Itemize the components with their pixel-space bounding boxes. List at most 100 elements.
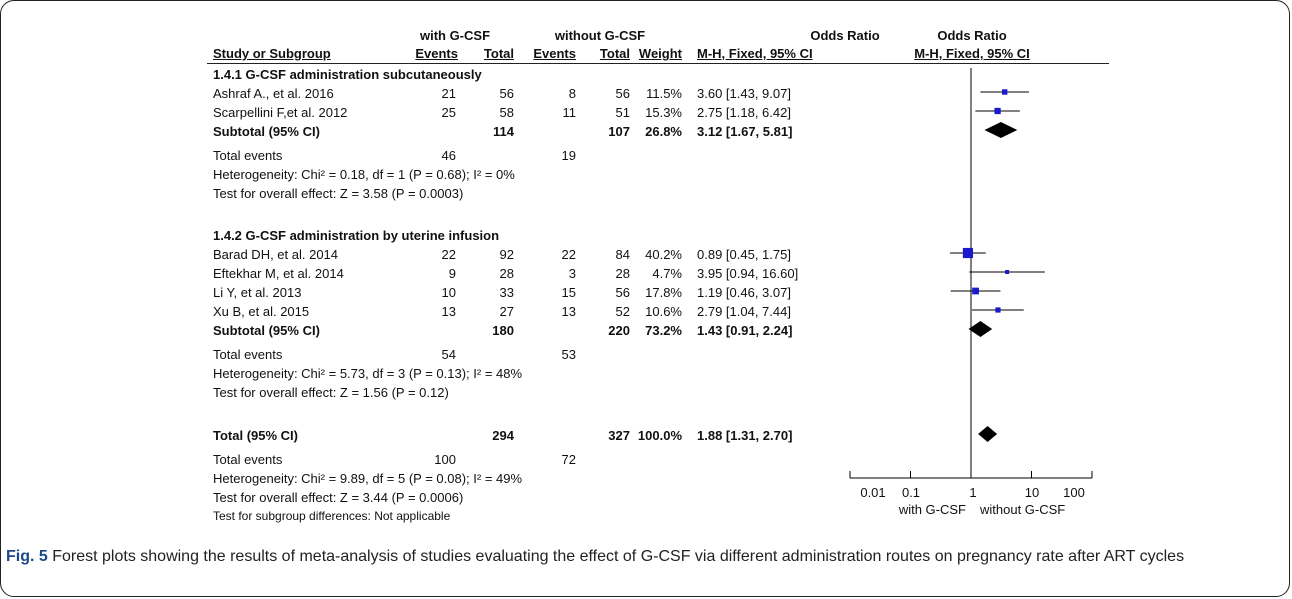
study-total1: 58 — [499, 105, 514, 120]
col-method-text-header: M-H, Fixed, 95% CI — [697, 46, 813, 61]
study-ci: 3.95 [0.94, 16.60] — [697, 266, 799, 281]
study-weight: 10.6% — [645, 304, 682, 319]
x-tick-label: 1 — [969, 485, 977, 500]
study-total2: 56 — [615, 86, 630, 101]
study-weight: 17.8% — [645, 285, 682, 300]
study-weight: 40.2% — [645, 247, 682, 262]
col-total2-header: Total — [599, 46, 630, 61]
study-name: Barad DH, et al. 2014 — [213, 247, 339, 262]
study-ci: 2.75 [1.18, 6.42] — [697, 105, 791, 120]
total-events1: 100 — [434, 452, 456, 467]
total-total1: 294 — [492, 428, 514, 443]
study-weight: 4.7% — [652, 266, 682, 281]
x-label-left: with G-CSF — [898, 502, 966, 517]
study-total2: 52 — [615, 304, 630, 319]
total-total2: 327 — [608, 428, 630, 443]
study-events1: 22 — [441, 247, 456, 262]
overall-effect-text: Test for overall effect: Z = 1.56 (P = 0… — [213, 385, 449, 400]
subtotal-total2: 107 — [608, 124, 630, 139]
study-events2: 13 — [561, 304, 576, 319]
caption-text: Forest plots showing the results of meta… — [52, 548, 1185, 565]
study-ci: 3.60 [1.43, 9.07] — [697, 86, 791, 101]
col-method-plot-header: M-H, Fixed, 95% CI — [914, 46, 1030, 61]
study-marker — [1001, 89, 1008, 95]
overall-effect-text: Test for overall effect: Z = 3.58 (P = 0… — [213, 186, 464, 201]
study-marker — [995, 307, 1001, 313]
study-marker — [972, 287, 979, 295]
study-events2: 8 — [568, 86, 576, 101]
study-marker — [1005, 270, 1010, 274]
study-events1: 9 — [448, 266, 456, 281]
subtotal-weight: 26.8% — [645, 124, 682, 139]
study-ci: 0.89 [0.45, 1.75] — [697, 247, 791, 262]
subtotal-weight: 73.2% — [645, 323, 682, 338]
figure-caption: Fig. 5 Forest plots showing the results … — [6, 544, 1281, 569]
subtotal-total2: 220 — [608, 323, 630, 338]
subtotal-total1: 114 — [493, 124, 514, 139]
col-total1-header: Total — [483, 46, 514, 61]
study-total2: 56 — [615, 285, 630, 300]
study-ci: 1.19 [0.46, 3.07] — [697, 285, 791, 300]
heterogeneity-text: Heterogeneity: Chi² = 9.89, df = 5 (P = … — [213, 471, 523, 486]
study-events1: 13 — [441, 304, 456, 319]
study-name: Li Y, et al. 2013 — [213, 285, 302, 300]
total-events2: 53 — [561, 347, 576, 362]
subtotal-diamond — [984, 122, 1018, 138]
study-marker — [994, 107, 1001, 115]
study-events2: 3 — [568, 266, 576, 281]
total-ci: 1.88 [1.31, 2.70] — [697, 428, 793, 443]
study-total2: 84 — [615, 247, 630, 262]
study-name: Scarpellini F,et al. 2012 — [213, 105, 348, 120]
study-weight: 11.5% — [646, 86, 682, 101]
total-events-label: Total events — [213, 452, 283, 467]
col-weight-header: Weight — [638, 46, 682, 61]
subtotal-label: Subtotal (95% CI) — [213, 323, 320, 338]
study-name: Eftekhar M, et al. 2014 — [213, 266, 344, 281]
caption-label: Fig. 5 — [6, 548, 48, 565]
overall-diamond — [978, 426, 998, 442]
heterogeneity-text: Heterogeneity: Chi² = 5.73, df = 3 (P = … — [213, 366, 523, 381]
subtotal-ci: 3.12 [1.67, 5.81] — [697, 124, 793, 139]
study-events1: 25 — [441, 105, 456, 120]
study-weight: 15.3% — [645, 105, 682, 120]
study-events1: 21 — [441, 86, 456, 101]
study-total1: 28 — [499, 266, 514, 281]
total-events-label: Total events — [213, 347, 283, 362]
study-total1: 27 — [499, 304, 514, 319]
subtotal-diamond — [968, 321, 993, 337]
study-total1: 33 — [499, 285, 514, 300]
x-tick-label: 100 — [1063, 485, 1085, 500]
header-rule — [207, 63, 1109, 64]
total-events1: 54 — [441, 347, 456, 362]
study-name: Ashraf A., et al. 2016 — [213, 86, 334, 101]
study-total1: 56 — [499, 86, 514, 101]
subtotal-label: Subtotal (95% CI) — [213, 124, 320, 139]
subtotal-total1: 180 — [492, 323, 514, 338]
study-events2: 15 — [561, 285, 576, 300]
study-events2: 11 — [562, 105, 577, 120]
subtotal-ci: 1.43 [0.91, 2.24] — [697, 323, 793, 338]
study-total2: 51 — [615, 105, 630, 120]
x-label-right: without G-CSF — [980, 502, 1066, 517]
total-events-label: Total events — [213, 148, 283, 163]
total-events2: 72 — [561, 452, 576, 467]
total-events2: 19 — [561, 148, 576, 163]
study-name: Xu B, et al. 2015 — [213, 304, 310, 319]
total-label: Total (95% CI) — [213, 428, 298, 443]
or-text-header: Odds Ratio — [810, 28, 880, 43]
total-events1: 46 — [441, 148, 456, 163]
group1-header: with G-CSF — [419, 28, 491, 43]
subgroup-title: 1.4.1 G-CSF administration subcutaneousl… — [213, 67, 482, 82]
group2-header: without G-CSF — [554, 28, 646, 43]
col-study-header: Study or Subgroup — [213, 46, 331, 61]
col-events1-header: Events — [415, 46, 458, 61]
subgroup-differences-text: Test for subgroup differences: Not appli… — [213, 509, 451, 523]
col-events2-header: Events — [533, 46, 576, 61]
total-weight: 100.0% — [637, 428, 682, 443]
x-tick-label: 10 — [1024, 485, 1040, 500]
study-ci: 2.79 [1.04, 7.44] — [697, 304, 791, 319]
study-total2: 28 — [615, 266, 630, 281]
study-events1: 10 — [441, 285, 456, 300]
